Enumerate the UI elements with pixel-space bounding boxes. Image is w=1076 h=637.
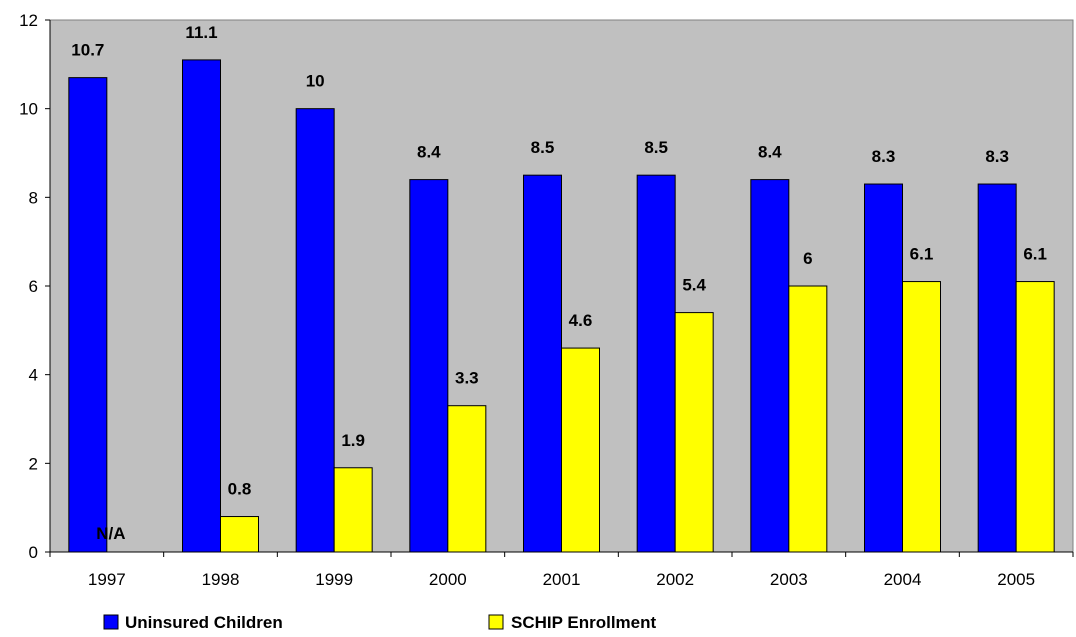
bar-schip-enrollment xyxy=(1015,281,1055,553)
bar-schip-enrollment xyxy=(447,405,487,553)
legend-swatch-schip xyxy=(488,614,504,630)
bar-uninsured-children xyxy=(523,174,562,553)
data-label-schip-enrollment: N/A xyxy=(96,524,125,543)
bar-uninsured-children xyxy=(68,77,108,553)
x-tick-label: 1997 xyxy=(88,570,126,589)
y-tick-label: 6 xyxy=(29,277,38,296)
data-label-schip-enrollment: 0.8 xyxy=(228,480,252,499)
bar-uninsured-children xyxy=(295,108,335,553)
bar-uninsured-children xyxy=(864,183,903,553)
y-tick-label: 12 xyxy=(19,11,38,30)
bar-schip-enrollment xyxy=(788,285,828,553)
bar-uninsured-children xyxy=(636,174,676,553)
bar-schip-enrollment xyxy=(902,281,941,553)
y-tick-label: 10 xyxy=(19,100,38,119)
data-label-uninsured-children: 8.4 xyxy=(758,143,782,162)
data-label-schip-enrollment: 3.3 xyxy=(455,369,479,388)
data-label-schip-enrollment: 5.4 xyxy=(682,276,706,295)
data-label-uninsured-children: 10.7 xyxy=(71,41,104,60)
legend-label-schip: SCHIP Enrollment xyxy=(511,613,656,632)
data-label-schip-enrollment: 6.1 xyxy=(1023,245,1047,264)
bar-schip-enrollment xyxy=(220,516,259,553)
x-tick-label: 1998 xyxy=(202,570,240,589)
data-label-uninsured-children: 10 xyxy=(306,72,325,91)
x-axis-ticks: 1997 1998 1999 2000 2001 2002 2003 2004 2005 xyxy=(49,552,1074,589)
data-label-uninsured-children: 8.5 xyxy=(644,138,668,157)
data-label-schip-enrollment: 6 xyxy=(803,249,812,268)
bar-uninsured-children xyxy=(409,179,449,553)
bar-uninsured-children xyxy=(750,179,790,553)
x-tick-label: 2002 xyxy=(656,570,694,589)
data-label-uninsured-children: 8.4 xyxy=(417,143,441,162)
y-tick-label: 8 xyxy=(29,188,38,207)
y-tick-label: 0 xyxy=(29,543,38,562)
bar-schip-enrollment xyxy=(561,347,600,553)
y-axis-ticks: 0 2 4 6 8 10 12 xyxy=(19,11,50,562)
bar-uninsured-children xyxy=(977,183,1017,553)
bar-uninsured-children xyxy=(182,59,221,553)
x-tick-label: 2004 xyxy=(884,570,922,589)
x-tick-label: 1999 xyxy=(315,570,353,589)
data-label-schip-enrollment: 1.9 xyxy=(341,431,365,450)
legend-swatch-uninsured xyxy=(103,614,119,630)
bars: 10.7 N/A 11.1 0.8 10 1.9 8.4 3.3 8.5 4.6 8.5 5.4 8.4… xyxy=(68,23,1055,553)
legend-label-uninsured: Uninsured Children xyxy=(125,613,283,632)
data-label-uninsured-children: 8.3 xyxy=(872,147,896,166)
x-tick-label: 2000 xyxy=(429,570,467,589)
data-label-uninsured-children: 8.3 xyxy=(985,147,1009,166)
data-label-schip-enrollment: 4.6 xyxy=(569,311,593,330)
data-label-uninsured-children: 11.1 xyxy=(185,23,217,42)
bar-schip-enrollment xyxy=(333,467,373,553)
legend: Uninsured Children SCHIP Enrollment xyxy=(103,613,656,632)
y-tick-label: 2 xyxy=(29,454,38,473)
x-tick-label: 2003 xyxy=(770,570,808,589)
data-label-uninsured-children: 8.5 xyxy=(531,138,555,157)
data-label-schip-enrollment: 6.1 xyxy=(910,245,934,264)
x-tick-label: 2001 xyxy=(543,570,581,589)
bar-schip-enrollment xyxy=(674,312,714,553)
x-tick-label: 2005 xyxy=(997,570,1035,589)
y-tick-label: 4 xyxy=(29,366,38,385)
